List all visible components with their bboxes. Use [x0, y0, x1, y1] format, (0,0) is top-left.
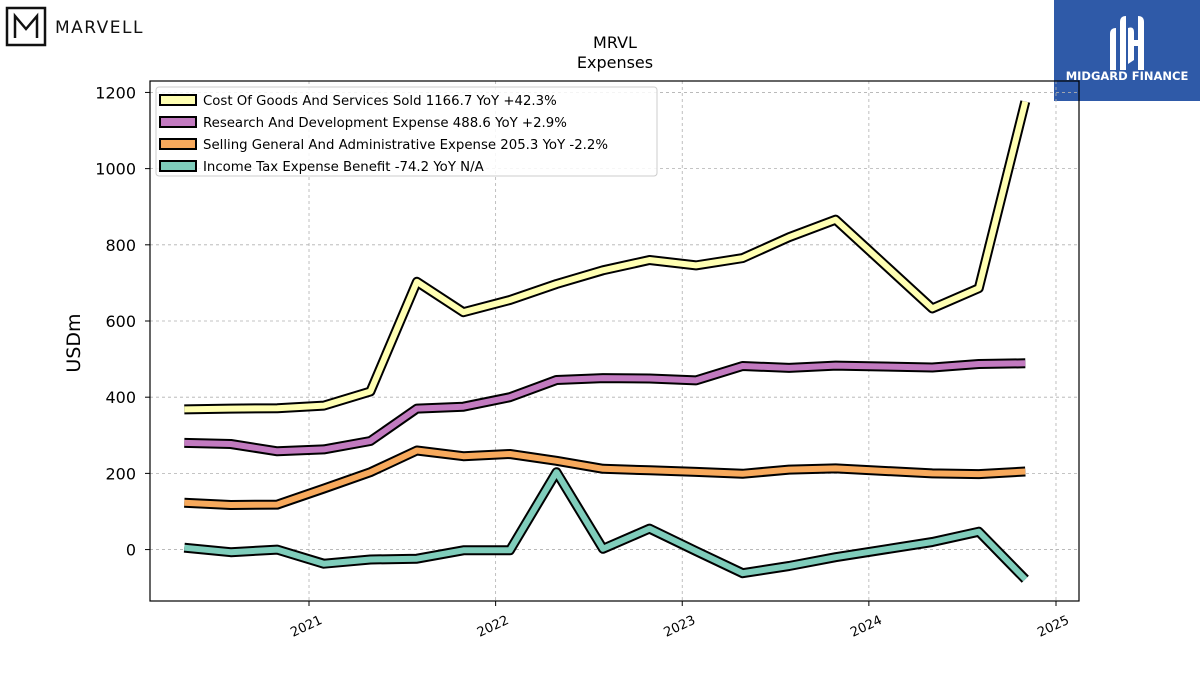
series-line-fill: [184, 360, 1026, 455]
marvell-logo: MARVELL: [4, 5, 164, 49]
x-tick-label: 2025: [1035, 613, 1071, 641]
y-tick-label: 0: [126, 541, 136, 560]
legend-label: Research And Development Expense 488.6 Y…: [203, 116, 567, 131]
legend-swatch: [159, 116, 197, 128]
legend-swatch: [159, 160, 197, 172]
x-tick-label: 2021: [288, 613, 324, 641]
legend-swatch: [159, 138, 197, 150]
midgard-finance-logo-text: MIDGARD FINANCE: [1066, 69, 1189, 83]
x-tick-label: 2024: [848, 613, 884, 641]
series-line-fill: [184, 100, 1029, 413]
legend-box: [155, 86, 658, 177]
series-line-fill: [184, 447, 1026, 508]
plot-frame: [149, 80, 1080, 602]
series-line: [184, 358, 1026, 457]
x-tick-label: 2022: [475, 613, 511, 641]
legend-label: Selling General And Administrative Expen…: [203, 138, 608, 153]
y-tick-label: 800: [105, 236, 136, 255]
y-axis-label: USDm: [63, 313, 85, 372]
series-line-fill: [184, 469, 1028, 582]
midgard-finance-logo: MIDGARD FINANCE: [1054, 0, 1200, 101]
series-lines: [183, 100, 1031, 583]
legend-swatch: [159, 94, 197, 106]
marvell-logo-mark: [5, 6, 47, 47]
series-line: [184, 445, 1026, 510]
midgard-finance-logo-mark: [1110, 16, 1144, 70]
y-tick-label: 1000: [95, 160, 136, 179]
marvell-logo-text: MARVELL: [55, 18, 144, 38]
chart-subtitle: Expenses: [577, 53, 653, 72]
x-tick-label: 2023: [662, 613, 698, 641]
legend-label: Cost Of Goods And Services Sold 1166.7 Y…: [203, 94, 557, 109]
y-tick-label: 600: [105, 312, 136, 331]
series-line-outline: [184, 445, 1026, 510]
legend: Cost Of Goods And Services Sold 1166.7 Y…: [155, 86, 658, 177]
chart-title: MRVL: [593, 33, 637, 52]
y-tick-label: 1200: [95, 83, 136, 102]
series-line: [184, 100, 1031, 415]
y-tick-label: 200: [105, 464, 136, 483]
y-tick-label: 400: [105, 388, 136, 407]
legend-label: Income Tax Expense Benefit -74.2 YoY N/A: [203, 160, 484, 175]
series-line: [183, 467, 1029, 583]
